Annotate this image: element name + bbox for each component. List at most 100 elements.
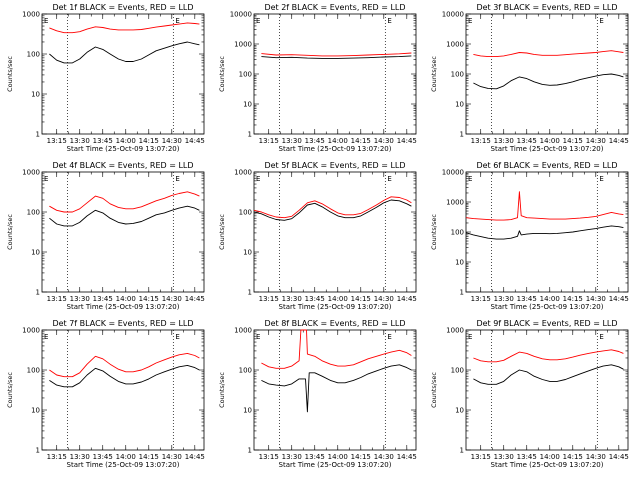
- panel-title: Det 2f BLACK = Events, RED = LLD: [264, 3, 405, 12]
- corner-mark-label: E: [256, 175, 260, 183]
- y-tick-label: 10: [455, 407, 464, 415]
- x-axis-label: Start Time (25-Oct-09 13:07:20): [67, 303, 180, 311]
- x-tick-label: 13:15: [471, 137, 491, 145]
- corner-mark-label: E: [256, 17, 260, 25]
- y-tick-label: 1: [36, 131, 40, 139]
- lld-series-line: [49, 191, 200, 213]
- x-tick-label: 14:45: [397, 137, 417, 145]
- x-tick-label: 14:15: [139, 137, 159, 145]
- x-tick-label: 14:15: [563, 137, 583, 145]
- y-tick-label: 1000: [234, 41, 252, 49]
- y-tick-label: 1: [248, 447, 252, 455]
- x-tick-label: 14:45: [397, 295, 417, 303]
- x-tick-label: 14:00: [116, 137, 136, 145]
- x-tick-label: 14:00: [116, 453, 136, 461]
- plot-frame: [253, 13, 417, 135]
- x-tick-label: 14:00: [328, 137, 348, 145]
- y-tick-label: 100: [27, 367, 40, 375]
- events-series-line: [465, 225, 624, 240]
- lld-series-line: [465, 191, 624, 221]
- panel-title: Det 7f BLACK = Events, RED = LLD: [52, 319, 193, 328]
- y-axis-label: Counts/sec: [6, 56, 14, 92]
- y-tick-label: 10: [243, 101, 252, 109]
- events-series-line: [49, 205, 200, 227]
- y-tick-label: 100: [239, 209, 252, 217]
- x-tick-label: 13:30: [70, 295, 90, 303]
- lld-series-line: [261, 329, 412, 369]
- panel-det-7: Det 7f BLACK = Events, RED = LLD 1 10 100 10…: [6, 319, 205, 469]
- x-tick-label: 13:30: [70, 453, 90, 461]
- x-tick-label: 13:45: [305, 295, 325, 303]
- y-axis-label: Counts/sec: [6, 214, 14, 250]
- y-tick-label: 1: [248, 131, 252, 139]
- x-tick-label: 14:45: [609, 137, 629, 145]
- x-tick-label: 13:45: [93, 137, 113, 145]
- x-tick-label: 14:00: [328, 453, 348, 461]
- x-tick-label: 13:30: [282, 137, 302, 145]
- corner-mark-label: E: [468, 175, 472, 183]
- x-tick-label: 13:30: [494, 453, 514, 461]
- x-tick-label: 14:00: [116, 295, 136, 303]
- plot-frame: [41, 329, 205, 451]
- x-tick-label: 14:15: [351, 453, 371, 461]
- y-tick-label: 10: [243, 249, 252, 257]
- x-tick-label: 14:45: [609, 453, 629, 461]
- y-tick-label: 1: [460, 131, 464, 139]
- y-tick-label: 100: [451, 71, 464, 79]
- y-axis-label: Counts/sec: [6, 372, 14, 408]
- x-tick-label: 14:15: [563, 295, 583, 303]
- lld-series-line: [253, 196, 412, 219]
- x-tick-label: 13:45: [517, 137, 537, 145]
- x-tick-label: 14:30: [374, 137, 394, 145]
- plot-frame: [465, 171, 629, 293]
- x-axis-label: Start Time (25-Oct-09 13:07:20): [279, 303, 392, 311]
- x-tick-label: 14:15: [351, 295, 371, 303]
- y-tick-label: 1000: [234, 327, 252, 335]
- x-tick-label: 14:15: [139, 453, 159, 461]
- x-tick-label: 14:30: [162, 137, 182, 145]
- y-tick-label: 10000: [442, 11, 464, 19]
- x-tick-label: 14:30: [586, 453, 606, 461]
- x-tick-label: 14:30: [374, 295, 394, 303]
- events-series-line: [261, 364, 412, 413]
- panel-title: Det 9f BLACK = Events, RED = LLD: [476, 319, 617, 328]
- corner-mark-label: E: [387, 17, 391, 25]
- y-axis-label: Counts/sec: [218, 56, 226, 92]
- corner-mark-label: E: [599, 17, 603, 25]
- plot-frame: [41, 13, 205, 135]
- y-tick-label: 1000: [446, 199, 464, 207]
- y-tick-label: 10: [31, 91, 40, 99]
- x-tick-label: 14:15: [563, 453, 583, 461]
- events-series-line: [253, 199, 412, 221]
- y-tick-label: 1000: [22, 327, 40, 335]
- x-tick-label: 13:30: [494, 295, 514, 303]
- y-tick-label: 100: [451, 229, 464, 237]
- panel-det-6: Det 6f BLACK = Events, RED = LLD 1 10 100 10…: [430, 161, 629, 311]
- y-tick-label: 1: [248, 289, 252, 297]
- y-tick-label: 100: [239, 71, 252, 79]
- y-tick-label: 10: [31, 407, 40, 415]
- x-tick-label: 14:45: [185, 453, 205, 461]
- x-tick-label: 13:30: [494, 137, 514, 145]
- y-axis-label: Counts/sec: [430, 214, 438, 250]
- y-axis-label: Counts/sec: [218, 372, 226, 408]
- corner-mark-label: E: [44, 17, 48, 25]
- plot-frame: [41, 171, 205, 293]
- x-tick-label: 13:45: [305, 453, 325, 461]
- x-tick-label: 14:30: [374, 453, 394, 461]
- corner-mark-label: E: [468, 17, 472, 25]
- events-series-line: [49, 41, 200, 64]
- y-tick-label: 1000: [22, 169, 40, 177]
- x-tick-label: 13:45: [305, 137, 325, 145]
- corner-mark-label: E: [599, 175, 603, 183]
- x-tick-label: 13:45: [93, 453, 113, 461]
- plot-frame: [253, 329, 417, 451]
- y-tick-label: 10: [31, 249, 40, 257]
- panel-title: Det 5f BLACK = Events, RED = LLD: [264, 161, 405, 170]
- panel-title: Det 1f BLACK = Events, RED = LLD: [52, 3, 193, 12]
- plot-frame: [465, 329, 629, 451]
- y-tick-label: 10: [455, 259, 464, 267]
- x-axis-label: Start Time (25-Oct-09 13:07:20): [491, 145, 604, 153]
- corner-mark-label: E: [175, 333, 179, 341]
